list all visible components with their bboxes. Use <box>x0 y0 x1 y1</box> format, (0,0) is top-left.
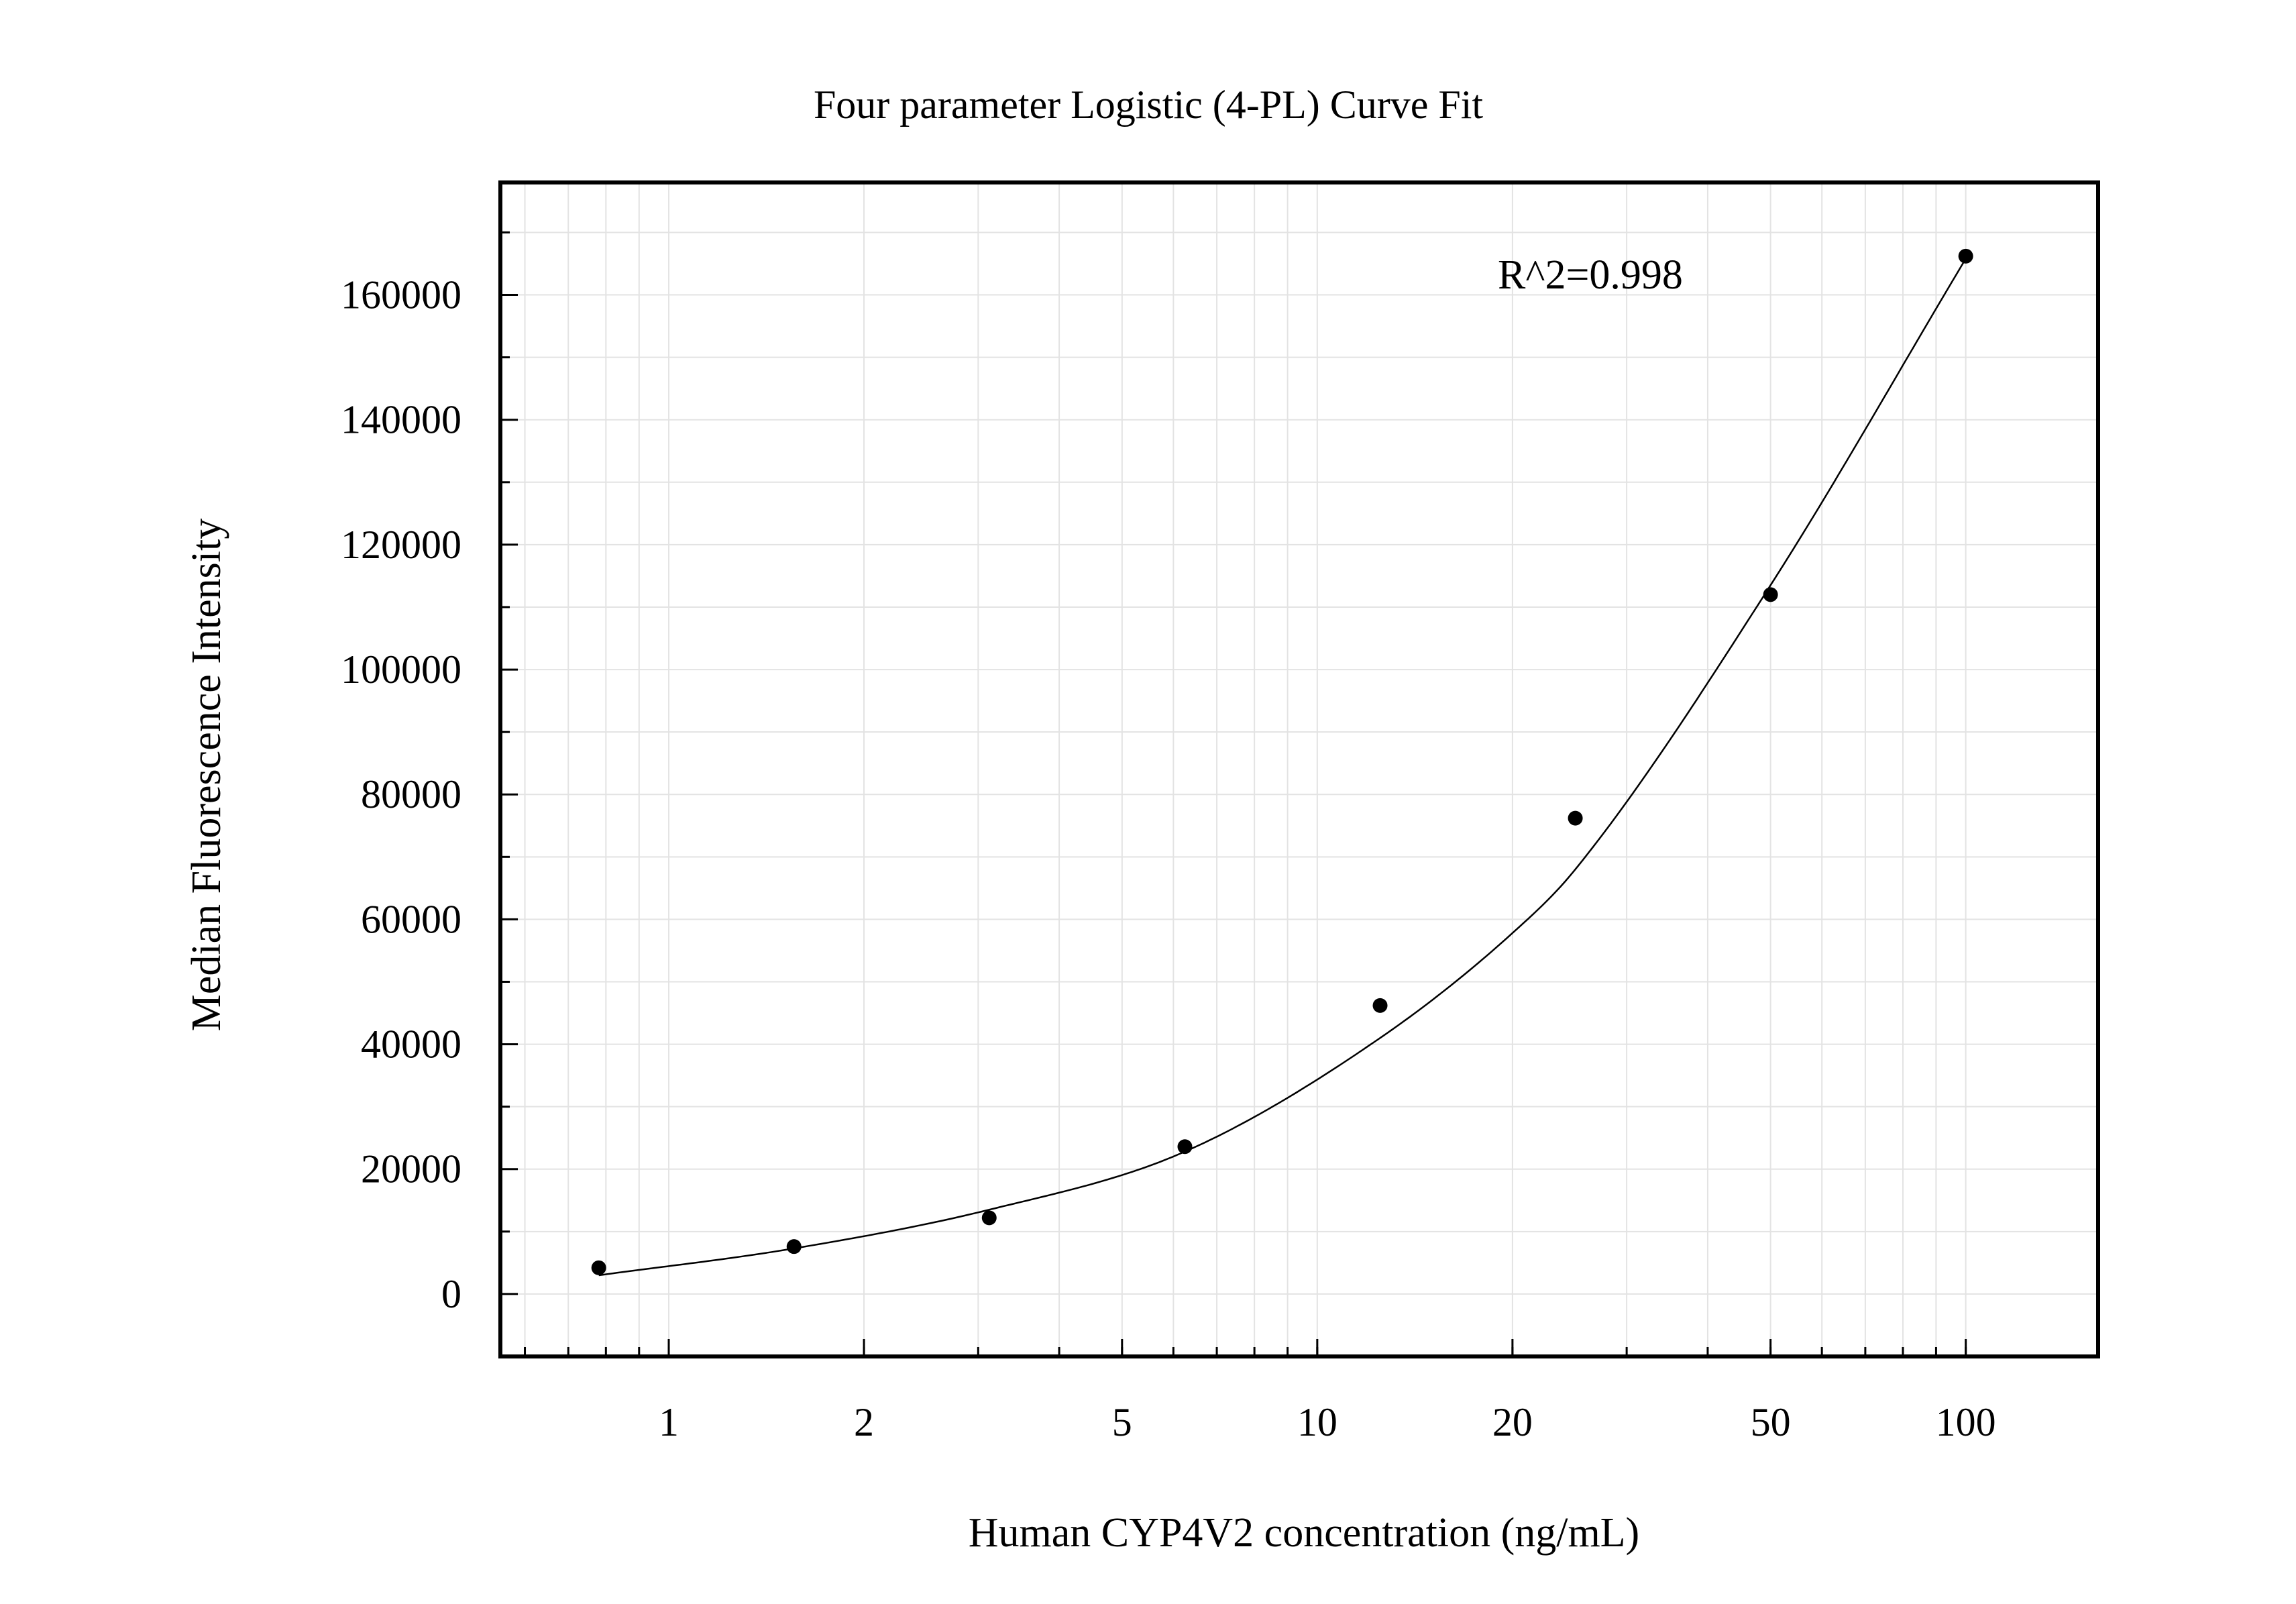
y-tick-label: 60000 <box>361 897 461 941</box>
r-squared-annotation: R^2=0.998 <box>1498 252 1683 298</box>
x-tick-labels: 1 2 5 10 20 50 100 <box>659 1400 1996 1444</box>
x-tick-label: 1 <box>659 1400 679 1444</box>
data-point <box>1958 248 1973 264</box>
x-tick-label: 50 <box>1751 1400 1791 1444</box>
data-points-layer <box>591 248 1973 1275</box>
y-tick-label: 140000 <box>341 398 461 442</box>
data-point <box>1372 998 1388 1013</box>
grid-lines <box>500 182 2098 1357</box>
x-axis-label: Human CYP4V2 concentration (ng/mL) <box>969 1510 1639 1556</box>
x-tick-label: 10 <box>1297 1400 1337 1444</box>
data-point <box>786 1239 802 1254</box>
y-tick-labels: 0 20000 40000 60000 80000 100000 120000 140000 1… <box>341 273 461 1316</box>
x-tick-label: 5 <box>1112 1400 1132 1444</box>
y-tick-label: 0 <box>441 1272 461 1316</box>
chart-title: Four parameter Logistic (4-PL) Curve Fit <box>814 83 1483 127</box>
x-tick-label: 2 <box>854 1400 874 1444</box>
data-point <box>1177 1139 1193 1155</box>
y-tick-label: 20000 <box>361 1147 461 1191</box>
plot-frame <box>498 180 2100 1358</box>
fit-curve-layer <box>598 258 1967 1277</box>
data-point <box>1568 810 1583 826</box>
axis-ticks <box>500 231 1967 1358</box>
y-tick-label: 120000 <box>341 523 461 567</box>
x-tick-label: 20 <box>1492 1400 1533 1444</box>
y-axis-label: Median Fluorescence Intensity <box>184 519 229 1031</box>
data-point <box>1763 587 1778 602</box>
y-tick-label: 160000 <box>341 273 461 317</box>
fit-curve <box>598 258 1967 1277</box>
y-tick-label: 80000 <box>361 772 461 816</box>
data-point <box>591 1260 606 1275</box>
y-tick-label: 100000 <box>341 647 461 692</box>
x-tick-label: 100 <box>1936 1400 1996 1444</box>
y-tick-label: 40000 <box>361 1022 461 1067</box>
data-point <box>981 1210 997 1226</box>
